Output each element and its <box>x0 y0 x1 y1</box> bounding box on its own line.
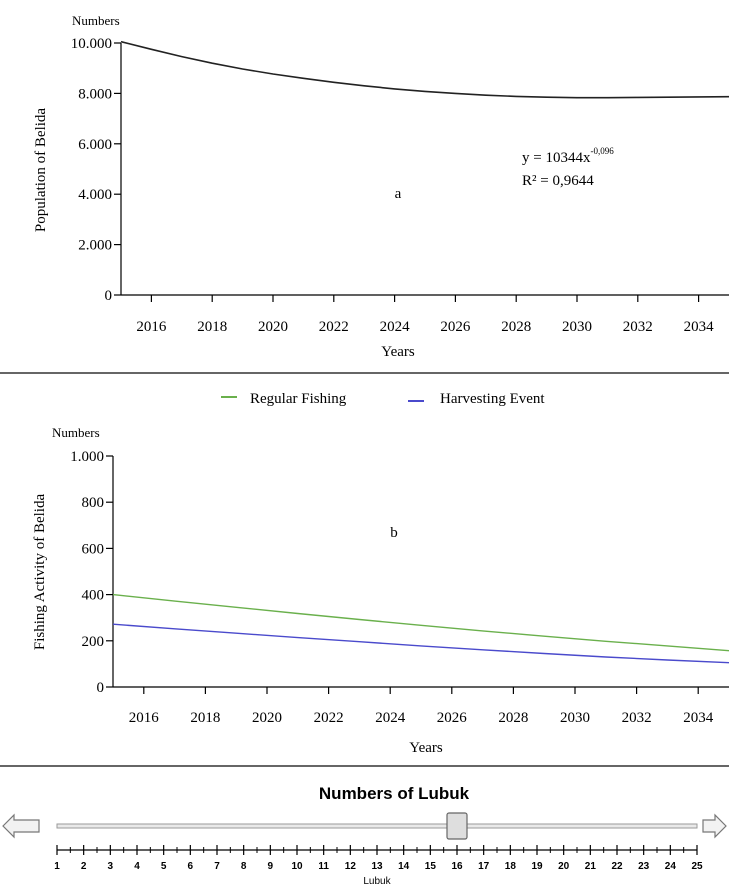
chart-a-y-tick-label: 8.000 <box>78 86 112 102</box>
slider-left-arrow-icon[interactable] <box>2 813 40 839</box>
slider-tick-label: 4 <box>134 861 140 872</box>
chart-a-y-tick-label: 6.000 <box>78 137 112 153</box>
chart-b-x-tick-label: 2024 <box>375 710 406 726</box>
slider-ticks: 1 2 3 4 5 6 7 8 9 10 11 12 13 14 15 16 17 18 19 20 21 22 23 24 2… <box>54 845 703 872</box>
slider-tick-label: 5 <box>161 861 167 872</box>
legend-label-regular-fishing: Regular Fishing <box>250 391 347 407</box>
chart-a-series <box>120 40 729 99</box>
chart-a-y-axis-label: Population of Belida <box>33 108 49 232</box>
chart-a-x-tick-label: 2032 <box>623 319 653 335</box>
chart-a-panel-label: a <box>395 186 402 202</box>
chart-b-y-tick-label: 1.000 <box>70 449 104 465</box>
lubuk-slider-control: Numbers of Lubuk 1 2 3 4 5 6 7 8 9 10 11 12 13 14 15 16… <box>2 784 727 887</box>
slider-tick-label: 11 <box>318 861 329 872</box>
chart-b-x-axis-label: Years <box>409 740 443 756</box>
chart-b-series <box>112 593 729 664</box>
slider-tick-label: 3 <box>108 861 114 872</box>
slider-tick-label: 1 <box>54 861 60 872</box>
chart-b-y-axis-label: Fishing Activity of Belida <box>32 494 48 651</box>
chart-a-y-ticks: 0 2.000 4.000 6.000 8.000 10.000 <box>71 36 121 304</box>
slider-tick-label: 24 <box>665 861 677 872</box>
chart-b-x-ticks: 2016 2018 2020 2022 2024 2026 2028 2030 2032 2034 <box>129 687 714 726</box>
chart-b-y-tick-label: 800 <box>82 495 105 511</box>
chart-b-x-tick-label: 2026 <box>437 710 468 726</box>
slider-tick-label: 16 <box>451 861 463 872</box>
slider-tick-label: 14 <box>398 861 410 872</box>
chart-a-x-axis-label: Years <box>381 344 415 360</box>
chart-a-x-tick-label: 2020 <box>258 319 288 335</box>
chart-b-x-tick-label: 2020 <box>252 710 282 726</box>
chart-a-x-ticks: 2016 2018 2020 2022 2024 2026 2028 2030 2032 2034 <box>136 295 714 335</box>
legend-label-harvesting-event: Harvesting Event <box>440 391 545 407</box>
chart-b-x-tick-label: 2022 <box>314 710 344 726</box>
slider-tick-label: 22 <box>611 861 623 872</box>
slider-tick-label: 7 <box>214 861 220 872</box>
chart-a-x-tick-label: 2028 <box>501 319 531 335</box>
slider-tick-label: 8 <box>241 861 247 872</box>
slider-tick-label: 25 <box>691 861 703 872</box>
slider-track[interactable] <box>56 823 698 829</box>
slider-tick-label: 13 <box>371 861 383 872</box>
chart-a-y-tick-label: 10.000 <box>71 36 112 52</box>
chart-a-trend-equation: y = 10344x-0,096 <box>522 146 614 166</box>
chart-b-x-tick-label: 2032 <box>622 710 652 726</box>
chart-b-series-line-regular-fishing <box>112 593 729 652</box>
chart-a-y-tick-label: 0 <box>105 288 113 304</box>
chart-a-equation-exponent: -0,096 <box>590 146 614 156</box>
chart-b-y-tick-label: 200 <box>82 634 105 650</box>
slider-tick-label: 9 <box>268 861 274 872</box>
slider-tick-label: 20 <box>558 861 570 872</box>
chart-a-x-tick-label: 2018 <box>197 319 227 335</box>
slider-tick-label: 10 <box>291 861 303 872</box>
chart-b-y-unit: Numbers <box>52 425 100 440</box>
chart-b-x-tick-label: 2018 <box>190 710 220 726</box>
chart-b-y-ticks: 0 200 400 600 800 1.000 <box>70 449 113 696</box>
chart-a-x-tick-label: 2026 <box>440 319 471 335</box>
chart-a-x-tick-label: 2030 <box>562 319 592 335</box>
slider-tick-label: 2 <box>81 861 87 872</box>
chart-a-x-tick-label: 2024 <box>380 319 411 335</box>
chart-a-r-squared: R² = 0,9644 <box>522 173 594 189</box>
chart-b-x-tick-label: 2030 <box>560 710 590 726</box>
slider-tick-label: 6 <box>188 861 194 872</box>
chart-b-fishing-activity: Regular Fishing Harvesting Event Numbers… <box>32 391 729 756</box>
slider-tick-label: 19 <box>531 861 543 872</box>
slider-title: Numbers of Lubuk <box>319 784 470 803</box>
slider-tick-label: 15 <box>425 861 437 872</box>
chart-a-y-unit: Numbers <box>72 13 120 28</box>
chart-a-x-tick-label: 2034 <box>684 319 715 335</box>
chart-a-x-tick-label: 2022 <box>319 319 349 335</box>
slider-tick-label: 12 <box>345 861 357 872</box>
chart-a-y-tick-label: 2.000 <box>78 238 112 254</box>
chart-b-legend: Regular Fishing Harvesting Event <box>221 391 545 407</box>
chart-b-panel-label: b <box>390 525 398 541</box>
chart-a-x-tick-label: 2016 <box>136 319 167 335</box>
chart-a-equation-base: y = 10344x <box>522 150 591 166</box>
chart-b-x-tick-label: 2028 <box>498 710 528 726</box>
slider-tick-label: 23 <box>638 861 650 872</box>
chart-b-y-tick-label: 400 <box>82 588 105 604</box>
chart-b-x-tick-label: 2016 <box>129 710 160 726</box>
chart-b-x-tick-label: 2034 <box>683 710 714 726</box>
slider-right-arrow-icon[interactable] <box>702 813 727 839</box>
chart-a-population: Numbers Population of Belida Years a y =… <box>33 13 729 360</box>
chart-b-series-line-harvesting-event <box>112 623 729 664</box>
slider-thumb[interactable] <box>446 812 468 840</box>
slider-tick-label: 21 <box>585 861 597 872</box>
slider-axis-label: Lubuk <box>363 876 391 887</box>
chart-b-y-tick-label: 0 <box>97 680 105 696</box>
chart-b-y-tick-label: 600 <box>82 541 105 557</box>
chart-a-y-tick-label: 4.000 <box>78 187 112 203</box>
slider-tick-label: 17 <box>478 861 490 872</box>
slider-tick-label: 18 <box>505 861 517 872</box>
chart-a-series-line-series-0 <box>120 40 729 99</box>
